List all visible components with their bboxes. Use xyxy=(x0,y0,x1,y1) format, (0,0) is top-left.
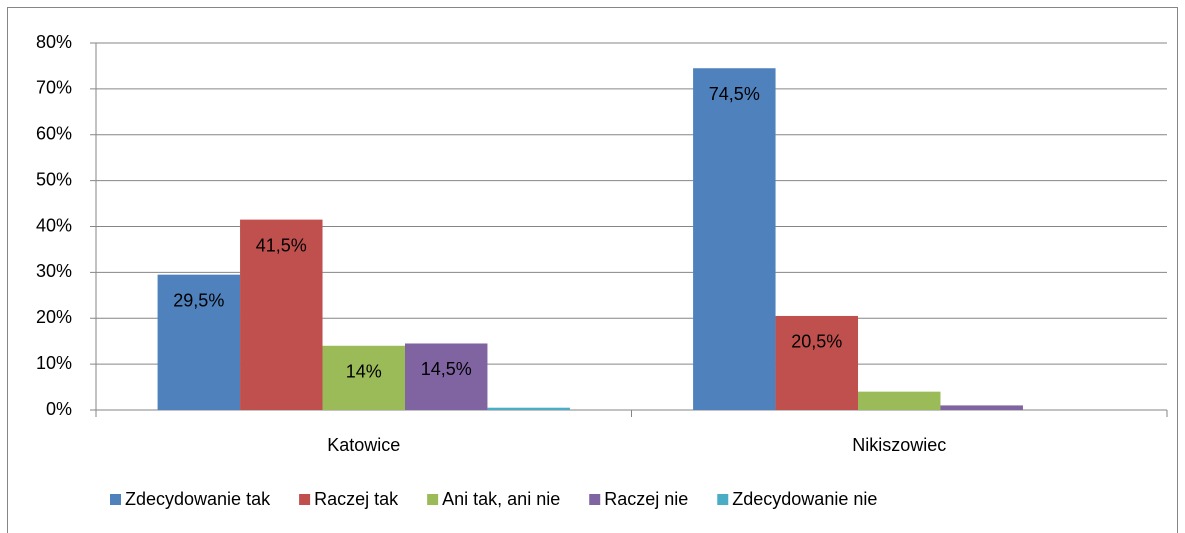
y-tick-label: 0% xyxy=(46,399,72,419)
y-tick-label: 70% xyxy=(36,78,72,98)
y-tick-label: 80% xyxy=(36,32,72,52)
y-tick-label: 10% xyxy=(36,353,72,373)
legend-swatch xyxy=(427,494,439,505)
y-tick-label: 30% xyxy=(36,261,72,281)
legend-label: Zdecydowanie tak xyxy=(125,489,271,509)
data-label: 29,5% xyxy=(173,290,224,310)
y-tick-label: 60% xyxy=(36,124,72,144)
y-tick-label: 20% xyxy=(36,307,72,327)
legend-swatch xyxy=(110,494,121,505)
data-label: 14% xyxy=(346,362,382,382)
legend-label: Raczej tak xyxy=(314,489,399,509)
bar xyxy=(322,345,405,410)
bar xyxy=(157,274,241,410)
data-label: 74,5% xyxy=(709,84,760,104)
y-tick-label: 50% xyxy=(36,169,72,189)
bar xyxy=(858,391,941,410)
bar xyxy=(693,68,776,410)
legend-label: Ani tak, ani nie xyxy=(442,489,560,509)
data-label: 14,5% xyxy=(421,359,472,379)
bar xyxy=(404,343,488,410)
data-label: 41,5% xyxy=(256,235,307,255)
legend-swatch xyxy=(589,494,601,505)
legend-swatch xyxy=(299,494,311,505)
x-tick-label: Katowice xyxy=(327,435,400,455)
legend-label: Raczej nie xyxy=(604,489,688,509)
chart-frame xyxy=(7,7,1178,533)
bar xyxy=(775,315,859,410)
bar xyxy=(940,405,1023,410)
data-label: 20,5% xyxy=(791,332,842,352)
legend-swatch xyxy=(717,494,729,505)
y-tick-label: 40% xyxy=(36,215,72,235)
bar xyxy=(240,219,323,410)
x-tick-label: Nikiszowiec xyxy=(852,435,946,455)
legend-label: Zdecydowanie nie xyxy=(732,489,877,509)
bar xyxy=(487,407,570,410)
